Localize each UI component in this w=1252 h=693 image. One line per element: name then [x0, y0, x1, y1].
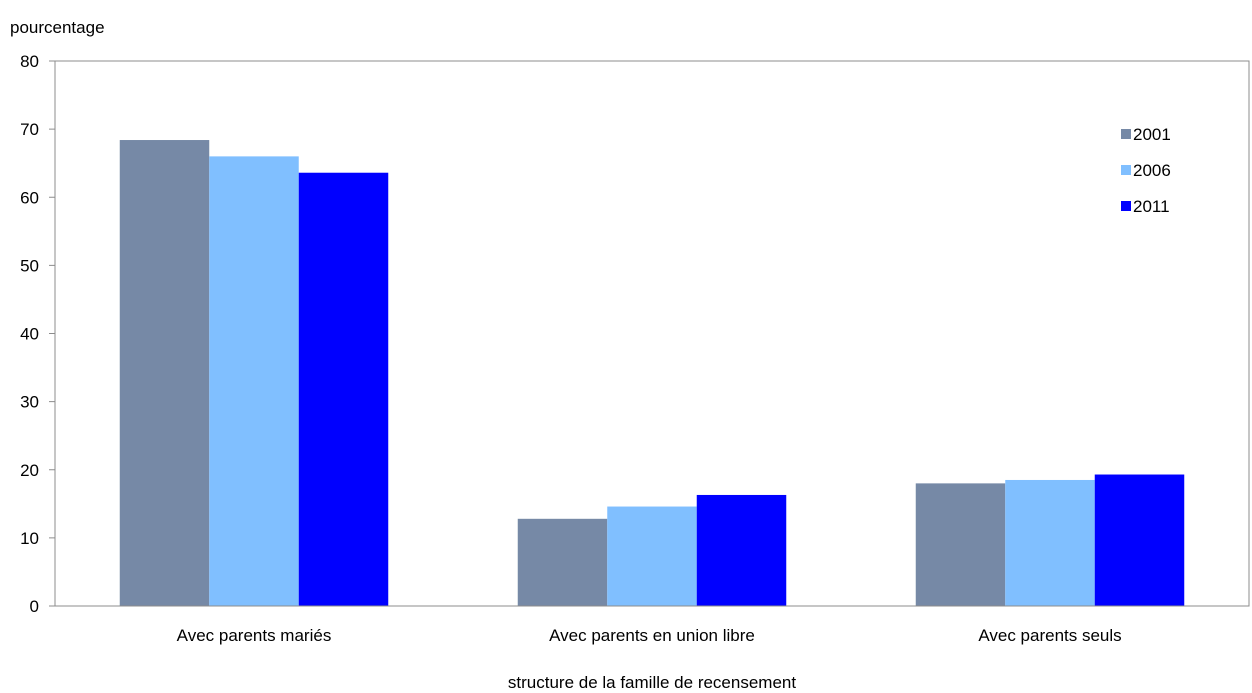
y-tick-label: 0	[30, 597, 39, 616]
plot-area	[119, 140, 1185, 606]
bar-2011	[298, 172, 389, 606]
y-axis: 0 10 20 30 40 50 60 70 80	[20, 52, 55, 616]
legend-label: 2006	[1133, 161, 1171, 180]
bar-2001	[517, 518, 608, 606]
legend-label: 2011	[1133, 197, 1170, 216]
legend-swatch-2006	[1121, 165, 1131, 175]
bar-2011	[1094, 474, 1185, 606]
bar-2011	[696, 494, 787, 606]
legend-swatch-2001	[1121, 129, 1131, 139]
y-tick-label: 30	[20, 393, 39, 412]
bar-2006	[209, 156, 299, 606]
y-tick-label: 50	[20, 256, 39, 275]
bar-2006	[607, 506, 697, 606]
legend-swatch-2011	[1121, 201, 1131, 211]
y-tick-label: 80	[20, 52, 39, 71]
y-tick-label: 60	[20, 188, 39, 207]
bar-2006	[1005, 479, 1095, 606]
y-tick-label: 20	[20, 461, 39, 480]
y-tick-label: 40	[20, 325, 39, 344]
x-axis: Avec parents mariés Avec parents en union…	[177, 626, 1122, 645]
plot-frame	[54, 60, 1250, 607]
x-category-label: Avec parents mariés	[177, 626, 332, 645]
y-tick-label: 70	[20, 120, 39, 139]
x-category-label: Avec parents seuls	[978, 626, 1121, 645]
y-axis-title: pourcentage	[10, 18, 105, 37]
legend-label: 2001	[1133, 125, 1171, 144]
bar-2001	[119, 140, 210, 606]
bar-2001	[915, 483, 1006, 606]
x-category-label: Avec parents en union libre	[549, 626, 755, 645]
legend: 2001 2006 2011	[1121, 125, 1171, 216]
x-axis-title: structure de la famille de recensement	[508, 673, 796, 692]
y-tick-label: 10	[20, 529, 39, 548]
